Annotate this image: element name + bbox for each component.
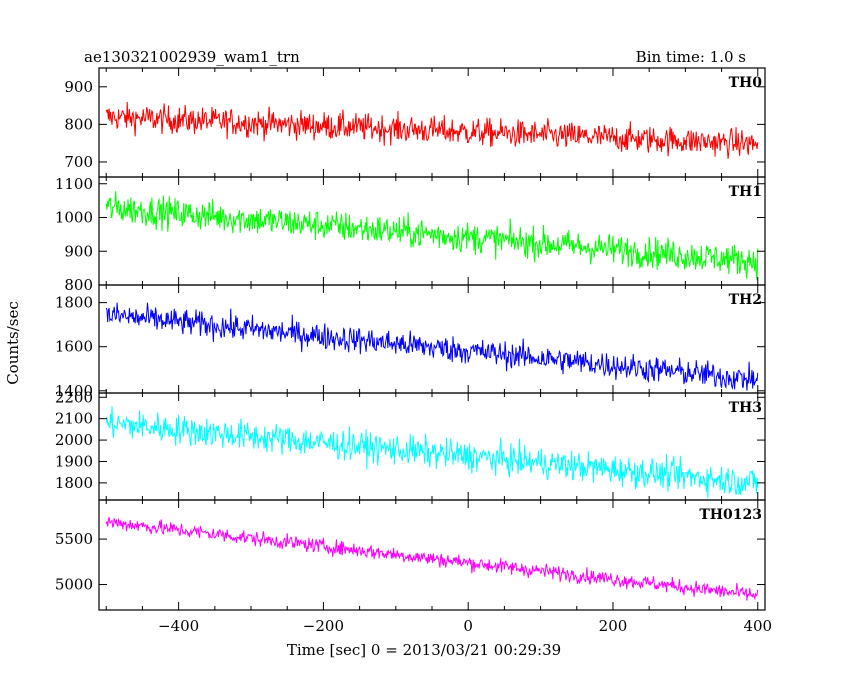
panels-group: 700 800 900 TH0 800 900 1000 1100 TH1 1400 1600 180… bbox=[55, 67, 766, 611]
y-tick-label: 1800 bbox=[55, 474, 93, 492]
x-tick-label: −400 bbox=[158, 617, 199, 635]
series-line-th2 bbox=[105, 302, 759, 391]
panel-label: TH3 bbox=[729, 400, 762, 416]
y-tick-label: 700 bbox=[64, 153, 93, 171]
y-tick-label: 800 bbox=[64, 276, 93, 294]
x-tick-label: 200 bbox=[599, 617, 628, 635]
y-tick-label: 1800 bbox=[55, 294, 93, 312]
panel-th1: 800 900 1000 1100 TH1 bbox=[55, 175, 766, 294]
series-line-th0123 bbox=[105, 517, 759, 601]
panel-label: TH0123 bbox=[699, 507, 762, 523]
y-tick-label: 1400 bbox=[55, 382, 93, 400]
panel-th3: 1800 1900 2000 2100 2200 TH3 bbox=[55, 388, 766, 501]
panel-label: TH0 bbox=[729, 75, 763, 91]
x-tick-label: 400 bbox=[743, 617, 772, 635]
panel-th0123: 5000 5500 TH0123 bbox=[55, 499, 766, 611]
series-line-th1 bbox=[105, 191, 759, 281]
y-tick-label: 1600 bbox=[55, 338, 93, 356]
x-axis-label: Time [sec] 0 = 2013/03/21 00:29:39 bbox=[287, 641, 561, 659]
panel-frame bbox=[98, 499, 766, 611]
y-tick-label: 2100 bbox=[55, 410, 93, 428]
chart-title-left: ae130321002939_wam1_trn bbox=[84, 48, 300, 66]
chart-title-right: Bin time: 1.0 s bbox=[636, 48, 746, 66]
x-axis: −400 −200 0 200 400 bbox=[158, 617, 772, 635]
x-tick-label: −200 bbox=[303, 617, 344, 635]
y-tick-label: 1900 bbox=[55, 452, 93, 470]
y-tick-label: 1100 bbox=[55, 175, 93, 193]
y-tick-label: 2000 bbox=[55, 431, 93, 449]
panel-th0: 700 800 900 TH0 bbox=[64, 67, 766, 178]
y-axis-label: Counts/sec bbox=[4, 301, 22, 385]
x-tick-label: 0 bbox=[463, 617, 473, 635]
y-tick-label: 900 bbox=[64, 78, 93, 96]
y-tick-label: 5500 bbox=[55, 530, 93, 548]
panel-label: TH1 bbox=[729, 184, 762, 200]
y-tick-label: 1000 bbox=[55, 209, 93, 227]
y-tick-label: 800 bbox=[64, 115, 93, 133]
panel-frame bbox=[98, 392, 766, 501]
panel-th2: 1400 1600 1800 TH2 bbox=[55, 284, 766, 400]
series-line-th3 bbox=[105, 405, 759, 499]
series-line-th0 bbox=[105, 101, 759, 159]
y-tick-label: 2200 bbox=[55, 388, 93, 406]
y-tick-label: 5000 bbox=[55, 576, 93, 594]
panel-label: TH2 bbox=[729, 292, 762, 308]
y-tick-label: 900 bbox=[64, 242, 93, 260]
panel-frame bbox=[98, 284, 766, 394]
